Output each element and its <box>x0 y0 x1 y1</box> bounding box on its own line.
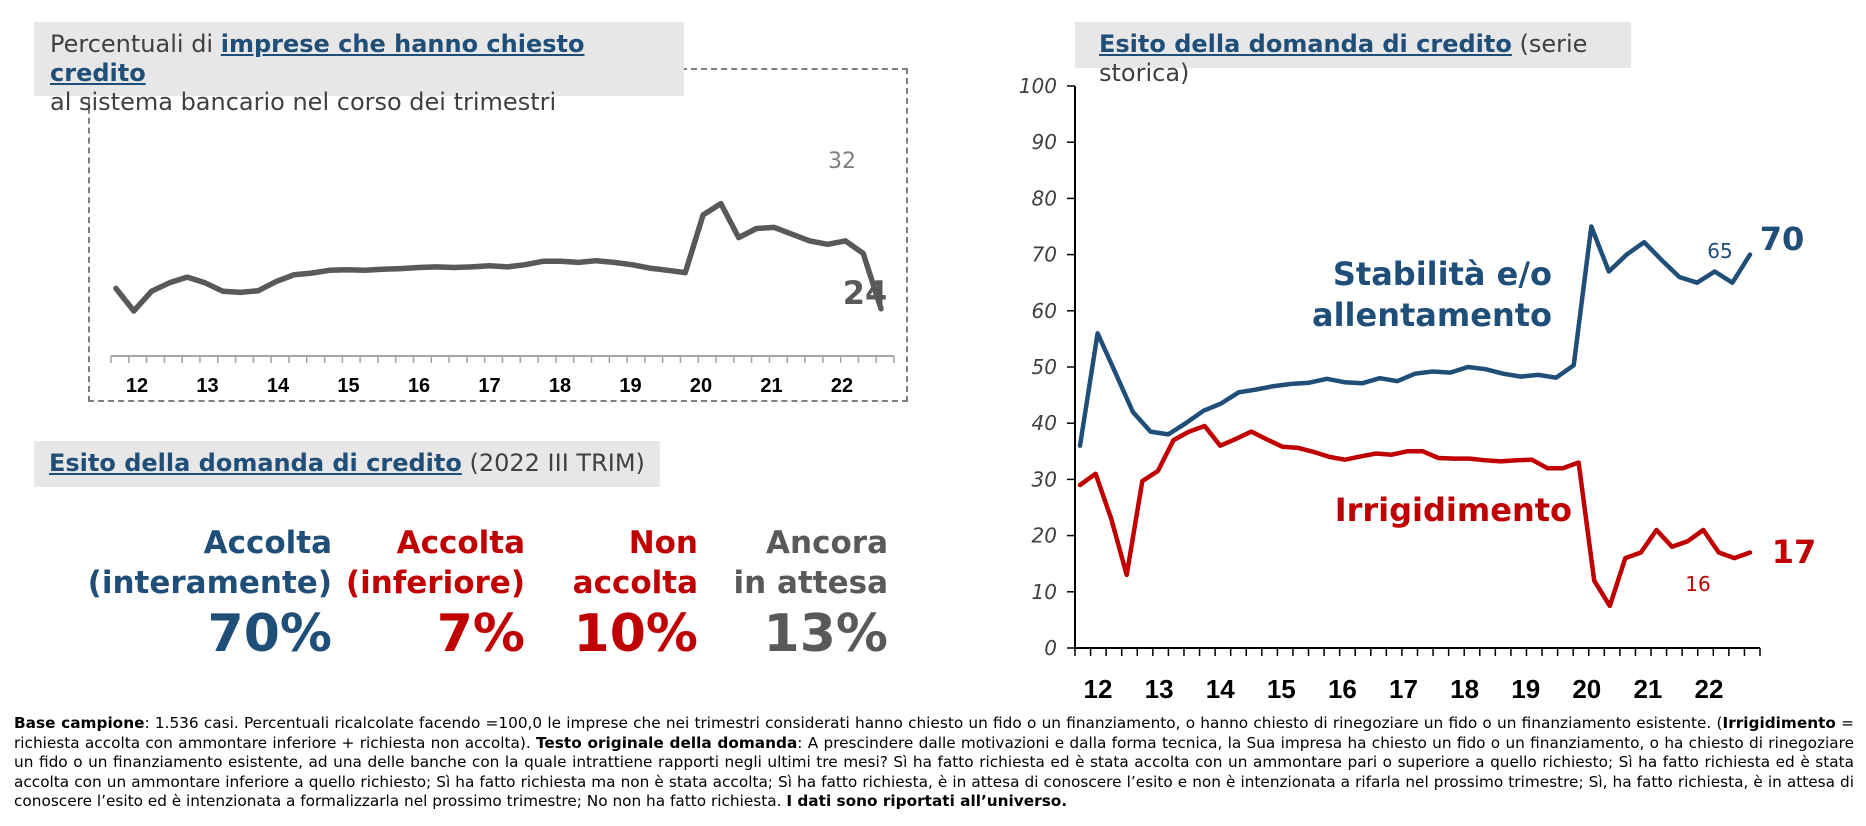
footnote-bold: I dati sono riportati all’universo. <box>786 792 1068 810</box>
kpi-value: 7% <box>436 604 525 664</box>
y-tick-label: 90 <box>1032 130 1057 154</box>
x-tick-label: 17 <box>478 375 500 397</box>
data-label-17: 17 <box>1772 533 1817 571</box>
x-tick-label: 16 <box>408 375 430 397</box>
x-tick-label: 21 <box>1633 674 1662 704</box>
y-tick-label: 60 <box>1032 299 1057 323</box>
kpi-1: Accolta (interamente) 70% <box>32 523 332 665</box>
title-text: (2022 III TRIM) <box>461 449 645 477</box>
title-line2: al sistema bancario nel corso dei trimes… <box>50 88 557 116</box>
x-tick-label: 15 <box>337 375 359 397</box>
y-tick-label: 50 <box>1032 355 1057 379</box>
series-name-irrigidimento: Irrigidimento <box>1335 491 1572 529</box>
x-tick-label: 19 <box>619 375 641 397</box>
title-text: (serie storica) <box>1099 30 1588 87</box>
kpi-panel-title: Esito della domanda di credito (2022 III… <box>34 441 660 487</box>
series-line <box>113 200 884 314</box>
y-tick-label: 100 <box>1019 74 1057 98</box>
x-tick-label: 22 <box>1695 674 1724 704</box>
kpi-value: 70% <box>207 604 332 664</box>
x-tick-label: 12 <box>126 375 148 397</box>
x-tick-label: 13 <box>1145 674 1174 704</box>
title-emphasis: Esito della domanda di credito <box>49 449 462 477</box>
footnote-text: = richiesta accolta con ammontare inferi… <box>14 714 1854 752</box>
kpi-4: Ancora in attesa 13% <box>588 523 888 665</box>
footnote-bold: Irrigidimento <box>1722 714 1836 732</box>
footnote-text: : A prescindere dalle motivazioni e dall… <box>14 733 1855 811</box>
x-tick-label: 19 <box>1511 674 1540 704</box>
x-tick-label: 14 <box>1206 674 1235 704</box>
kpi-3: Non accolta 10% <box>398 523 698 665</box>
kpi-label: Accolta (interamente) <box>87 525 332 601</box>
kpi-label: Ancora in attesa <box>733 525 888 601</box>
data-label-65: 65 <box>1707 239 1732 263</box>
title-text: Percentuali di <box>50 30 221 58</box>
y-tick-label: 0 <box>1044 636 1057 660</box>
x-tick-label: 16 <box>1328 674 1357 704</box>
y-tick-label: 30 <box>1032 467 1057 491</box>
data-label-16: 16 <box>1685 572 1710 596</box>
series-line-1 <box>1077 224 1753 448</box>
kpi-value: 13% <box>763 604 888 664</box>
x-tick-label: 21 <box>760 375 782 397</box>
x-tick-label: 20 <box>1572 674 1601 704</box>
kpi-label: Non accolta <box>572 525 698 601</box>
data-label-32: 32 <box>828 149 856 174</box>
data-label-24: 24 <box>843 274 888 312</box>
x-tick-label: 15 <box>1267 674 1296 704</box>
series-name-stabilita-2: allentamento <box>1312 296 1552 334</box>
x-tick-label: 14 <box>267 375 290 397</box>
footnote: Base campione: 1.536 casi. Percentuali r… <box>14 714 1854 812</box>
footnote-bold: Testo originale della domanda <box>536 733 798 752</box>
title-emphasis: Esito della domanda di credito <box>1099 30 1512 58</box>
data-label-70: 70 <box>1760 220 1805 258</box>
x-tick-label: 12 <box>1084 674 1113 704</box>
footnote-text: : 1.536 casi. Percentuali ricalcolate fa… <box>144 714 1723 732</box>
y-tick-label: 40 <box>1032 411 1057 435</box>
kpi-2: Accolta (inferiore) 7% <box>225 523 525 665</box>
x-tick-label: 22 <box>831 375 853 397</box>
y-tick-label: 20 <box>1032 524 1057 548</box>
kpi-value: 10% <box>573 604 698 664</box>
x-tick-label: 17 <box>1389 674 1418 704</box>
x-tick-label: 18 <box>549 375 571 397</box>
series-line-2 <box>1077 423 1753 609</box>
y-tick-label: 70 <box>1032 243 1057 267</box>
x-tick-label: 13 <box>196 375 218 397</box>
x-tick-label: 20 <box>690 375 712 397</box>
right-chart-title: Esito della domanda di credito (serie st… <box>1075 22 1631 87</box>
kpi-label: Accolta (inferiore) <box>345 525 525 601</box>
footnote-bold: Base campione <box>14 714 145 732</box>
title-emphasis: imprese che hanno chiesto credito <box>50 30 585 87</box>
y-tick-label: 80 <box>1032 186 1057 210</box>
x-tick-label: 18 <box>1450 674 1479 704</box>
series-name-stabilita: Stabilità e/o <box>1333 255 1552 293</box>
y-tick-label: 10 <box>1032 580 1057 604</box>
left-chart-title: Percentuali di imprese che hanno chiesto… <box>34 22 684 116</box>
